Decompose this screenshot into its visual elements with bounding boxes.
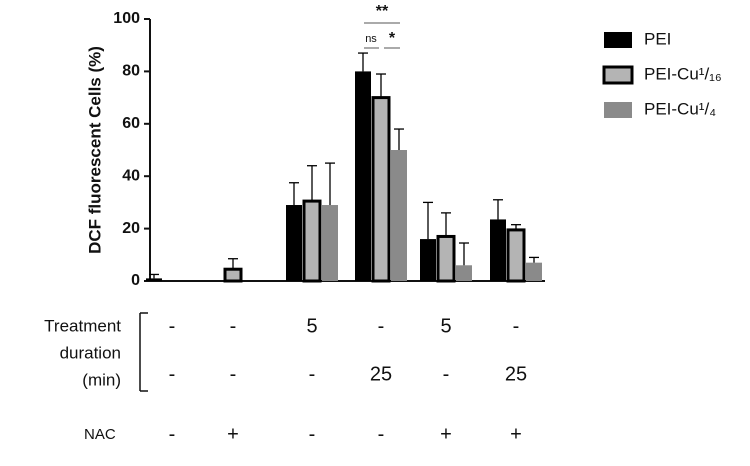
bar: [371, 96, 391, 283]
condition-cell: -: [169, 423, 176, 445]
legend-label: PEI-Cu¹/₁₆: [644, 64, 722, 83]
bar: [391, 150, 407, 281]
condition-cell: +: [510, 423, 522, 445]
bar: [420, 239, 436, 281]
bar: [436, 234, 456, 283]
y-tick-label: 100: [113, 10, 140, 27]
condition-cell: 25: [505, 363, 527, 385]
row-label: (min): [82, 370, 121, 389]
condition-cell: -: [378, 423, 385, 445]
y-tick-label: 20: [122, 220, 140, 237]
bar: [526, 262, 542, 281]
y-tick-label: 40: [122, 167, 140, 184]
annotation: ns: [365, 33, 377, 45]
y-tick-label: 80: [122, 63, 140, 80]
condition-cell: -: [169, 363, 176, 385]
bar: [490, 219, 506, 281]
row-label: duration: [60, 343, 121, 362]
bar: [506, 228, 526, 283]
y-tick-label: 0: [131, 272, 140, 289]
condition-cell: -: [169, 315, 176, 337]
condition-cell: -: [309, 363, 316, 385]
condition-cell: 5: [306, 315, 317, 337]
bar: [322, 205, 338, 281]
condition-cell: -: [230, 363, 237, 385]
annotation: **: [376, 3, 389, 20]
y-axis-label: DCF fluorescent Cells (%): [85, 46, 104, 254]
bar: [302, 199, 322, 283]
row-label: NAC: [84, 426, 116, 443]
row-label: Treatment: [44, 316, 121, 335]
condition-cell: -: [513, 315, 520, 337]
legend-swatch: [604, 102, 632, 118]
bar: [146, 278, 162, 281]
bar: [223, 267, 243, 283]
condition-cell: -: [378, 315, 385, 337]
bar: [286, 205, 302, 281]
condition-cell: 25: [370, 363, 392, 385]
condition-cell: -: [443, 363, 450, 385]
annotation: *: [389, 30, 396, 47]
condition-cell: -: [230, 315, 237, 337]
legend-swatch: [604, 32, 632, 48]
legend-label: PEI-Cu¹/₄: [644, 99, 716, 118]
condition-cell: 5: [440, 315, 451, 337]
legend-swatch: [602, 65, 634, 85]
bar: [355, 71, 371, 282]
condition-cell: +: [440, 423, 452, 445]
legend-label: PEI: [644, 29, 671, 48]
condition-cell: +: [227, 423, 239, 445]
condition-cell: -: [309, 423, 316, 445]
y-tick-label: 60: [122, 115, 140, 132]
bar: [456, 265, 472, 281]
